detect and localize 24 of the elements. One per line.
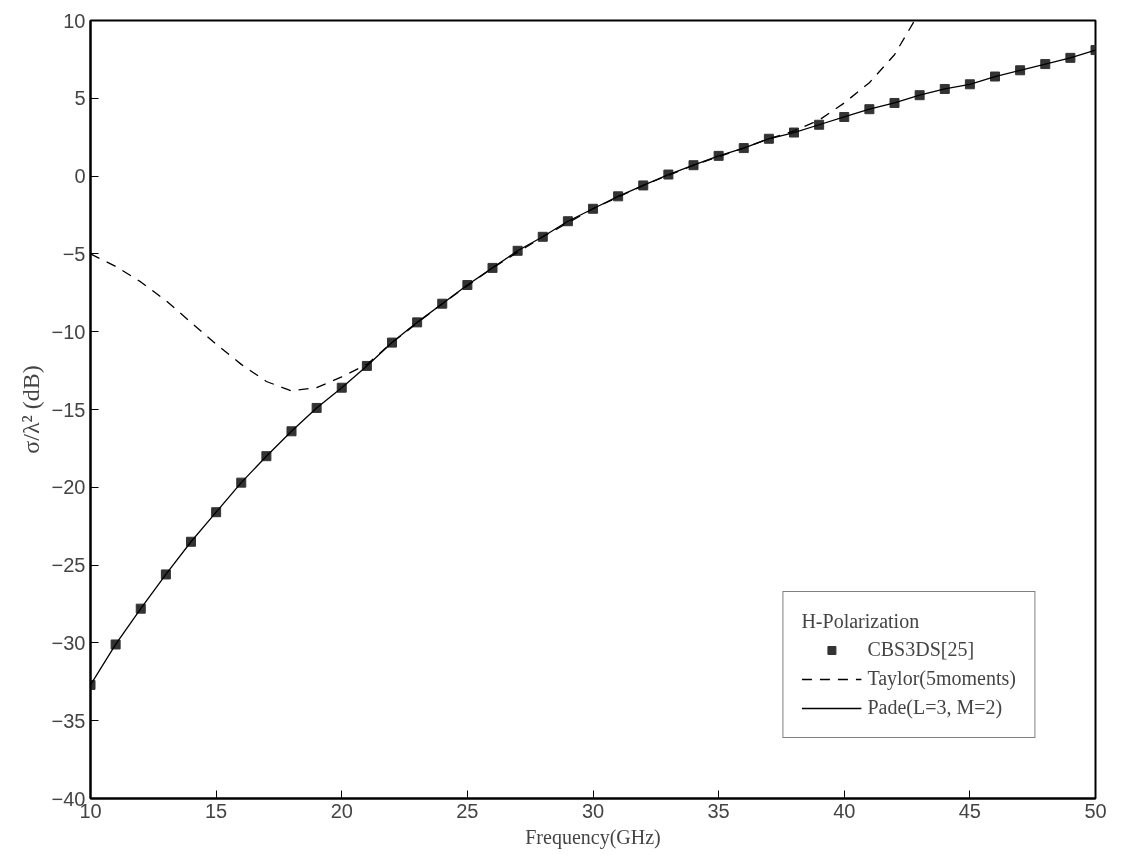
x-axis-title: Frequency(GHz) [525, 825, 661, 849]
x-tick-label: 15 [205, 799, 228, 822]
x-tick-label: 20 [330, 799, 353, 822]
y-tick-label: −15 [51, 398, 86, 421]
x-tick-label: 40 [833, 799, 856, 822]
y-axis-title: σ/λ² (dB) [17, 365, 44, 454]
x-tick-label: 45 [958, 799, 981, 822]
y-tick-label: −5 [62, 242, 86, 265]
legend-label: Taylor(5moments) [867, 667, 1016, 690]
y-tick-label: −30 [51, 631, 86, 654]
y-tick-label: −25 [51, 554, 86, 577]
legend-label: Pade(L=3, M=2) [867, 696, 1003, 719]
x-tick-label: 35 [707, 799, 730, 822]
y-tick-label: −20 [51, 476, 86, 499]
legend-label: CBS3DS[25] [867, 638, 975, 661]
y-tick-label: −35 [51, 709, 86, 732]
y-tick-label: 5 [74, 87, 86, 110]
y-tick-label: −10 [51, 320, 86, 343]
y-tick-label: 0 [74, 165, 86, 188]
x-tick-label: 50 [1084, 799, 1107, 822]
x-tick-label: 25 [456, 799, 479, 822]
legend-title: H-Polarization [801, 610, 921, 633]
x-tick-label: 30 [581, 799, 605, 822]
y-tick-label: 10 [63, 9, 86, 32]
